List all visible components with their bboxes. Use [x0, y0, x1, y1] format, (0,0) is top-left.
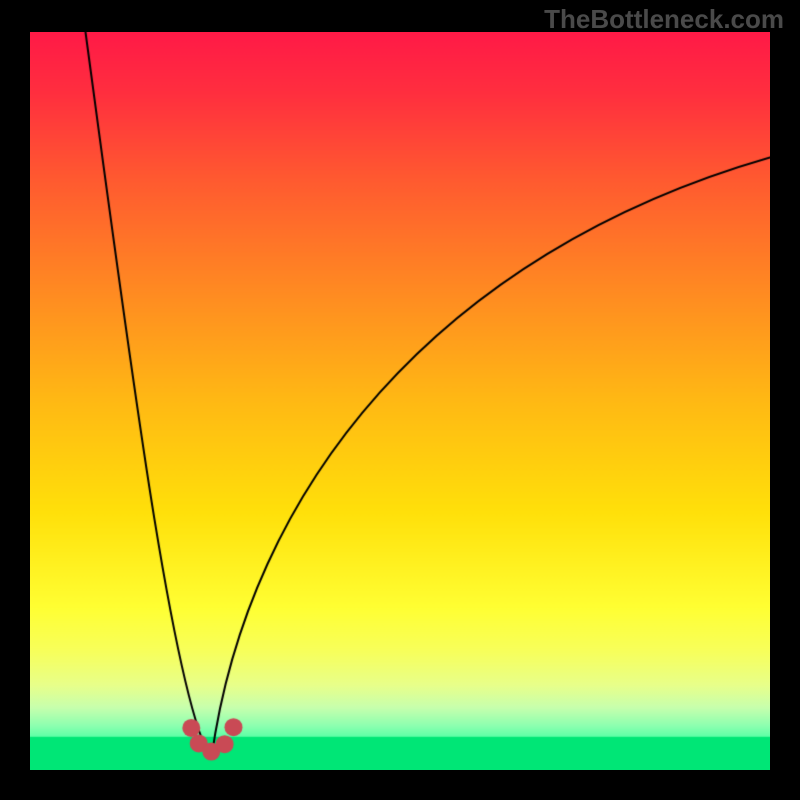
plot-area [30, 32, 770, 770]
watermark-text: TheBottleneck.com [544, 4, 784, 35]
chart-outer: TheBottleneck.com [0, 0, 800, 800]
bottleneck-curve-canvas [30, 32, 770, 770]
